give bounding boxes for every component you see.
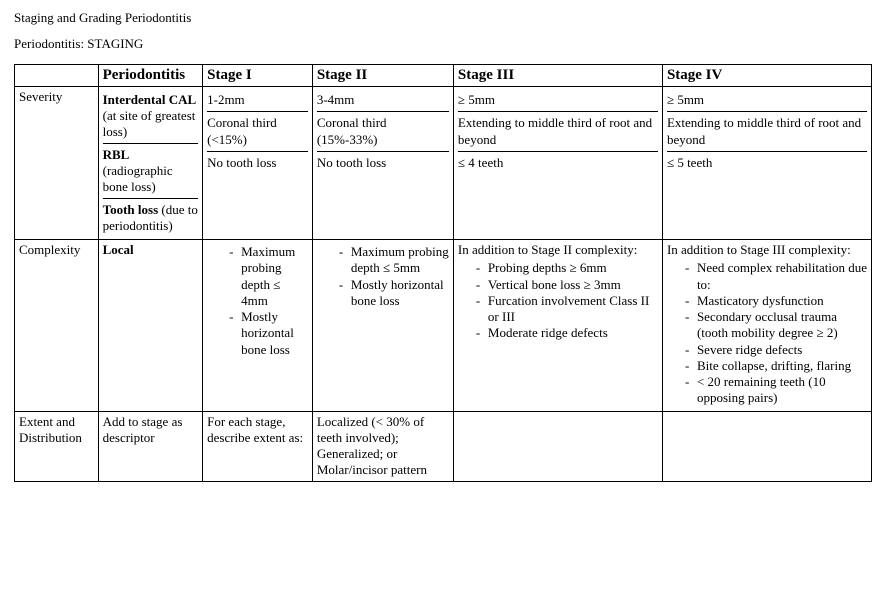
complexity-s4-intro: In addition to Stage III complexity:: [667, 242, 867, 258]
cal-s4: ≥ 5mm: [667, 89, 867, 112]
header-blank: [15, 65, 99, 87]
tooth-s4: ≤ 5 teeth: [667, 152, 867, 174]
severity-labels: Interdental CAL (at site of greatest los…: [98, 87, 203, 240]
header-stage-2: Stage II: [312, 65, 453, 87]
list-item: Need complex rehabilitation due to:: [685, 260, 867, 293]
complexity-stage1: Maximum probing depth ≤ 4mm Mostly horiz…: [203, 240, 313, 412]
severity-stage2: 3-4mm Coronal third (15%-33%) No tooth l…: [312, 87, 453, 240]
page-title: Staging and Grading Periodontitis: [14, 10, 872, 26]
complexity-s3-intro: In addition to Stage II complexity:: [458, 242, 658, 258]
extent-stage2: Localized (< 30% of teeth involved); Gen…: [312, 411, 453, 481]
list-item: Mostly horizontal bone loss: [229, 309, 308, 358]
tooth-s3: ≤ 4 teeth: [458, 152, 658, 174]
header-periodontitis: Periodontitis: [98, 65, 203, 87]
cal-label-bold: Interdental CAL: [103, 92, 197, 107]
complexity-s3-list: Probing depths ≥ 6mm Vertical bone loss …: [458, 260, 658, 341]
complexity-s2-list: Maximum probing depth ≤ 5mm Mostly horiz…: [317, 244, 449, 309]
page-subtitle: Periodontitis: STAGING: [14, 36, 872, 52]
cal-s1: 1-2mm: [207, 89, 308, 112]
rbl-label-bold: RBL: [103, 147, 130, 162]
list-item: Moderate ridge defects: [476, 325, 658, 341]
extent-row: Extent and Distribution Add to stage as …: [15, 411, 872, 481]
list-item: Maximum probing depth ≤ 4mm: [229, 244, 308, 309]
list-item: Mostly horizontal bone loss: [339, 277, 449, 310]
list-item: Bite collapse, drifting, flaring: [685, 358, 867, 374]
list-item: < 20 remaining teeth (10 opposing pairs): [685, 374, 867, 407]
extent-stage1: For each stage, describe extent as:: [203, 411, 313, 481]
rbl-s3: Extending to middle third of root and be…: [458, 112, 658, 152]
rbl-label-note: (radiographic bone loss): [103, 163, 173, 194]
cal-s3: ≥ 5mm: [458, 89, 658, 112]
cal-label-note: (at site of greatest loss): [103, 108, 196, 139]
severity-stage4: ≥ 5mm Extending to middle third of root …: [662, 87, 871, 240]
header-stage-1: Stage I: [203, 65, 313, 87]
severity-stage3: ≥ 5mm Extending to middle third of root …: [453, 87, 662, 240]
tooth-label-bold: Tooth loss: [103, 202, 159, 217]
list-item: Severe ridge defects: [685, 342, 867, 358]
complexity-label-text: Local: [103, 242, 134, 257]
rbl-s1: Coronal third (<15%): [207, 112, 308, 152]
complexity-s1-list: Maximum probing depth ≤ 4mm Mostly horiz…: [207, 244, 308, 358]
rbl-s2: Coronal third (15%-33%): [317, 112, 449, 152]
complexity-stage2: Maximum probing depth ≤ 5mm Mostly horiz…: [312, 240, 453, 412]
complexity-stage4: In addition to Stage III complexity: Nee…: [662, 240, 871, 412]
rbl-s4: Extending to middle third of root and be…: [667, 112, 867, 152]
list-item: Furcation involvement Class II or III: [476, 293, 658, 326]
header-stage-4: Stage IV: [662, 65, 871, 87]
extent-stage4: [662, 411, 871, 481]
complexity-row: Complexity Local Maximum probing depth ≤…: [15, 240, 872, 412]
complexity-stage3: In addition to Stage II complexity: Prob…: [453, 240, 662, 412]
header-row: Periodontitis Stage I Stage II Stage III…: [15, 65, 872, 87]
list-item: Maximum probing depth ≤ 5mm: [339, 244, 449, 277]
list-item: Masticatory dysfunction: [685, 293, 867, 309]
complexity-category: Complexity: [15, 240, 99, 412]
tooth-s2: No tooth loss: [317, 152, 449, 174]
complexity-label: Local: [98, 240, 203, 412]
tooth-s1: No tooth loss: [207, 152, 308, 174]
cal-s2: 3-4mm: [317, 89, 449, 112]
severity-stage1: 1-2mm Coronal third (<15%) No tooth loss: [203, 87, 313, 240]
staging-table: Periodontitis Stage I Stage II Stage III…: [14, 64, 872, 482]
list-item: Probing depths ≥ 6mm: [476, 260, 658, 276]
list-item: Secondary occlusal trauma (tooth mobilit…: [685, 309, 867, 342]
severity-row: Severity Interdental CAL (at site of gre…: [15, 87, 872, 240]
header-stage-3: Stage III: [453, 65, 662, 87]
extent-category: Extent and Distribution: [15, 411, 99, 481]
complexity-s4-leadlist: Need complex rehabilitation due to: Mast…: [667, 260, 867, 406]
extent-label: Add to stage as descriptor: [98, 411, 203, 481]
extent-stage3: [453, 411, 662, 481]
list-item: Vertical bone loss ≥ 3mm: [476, 277, 658, 293]
severity-category: Severity: [15, 87, 99, 240]
